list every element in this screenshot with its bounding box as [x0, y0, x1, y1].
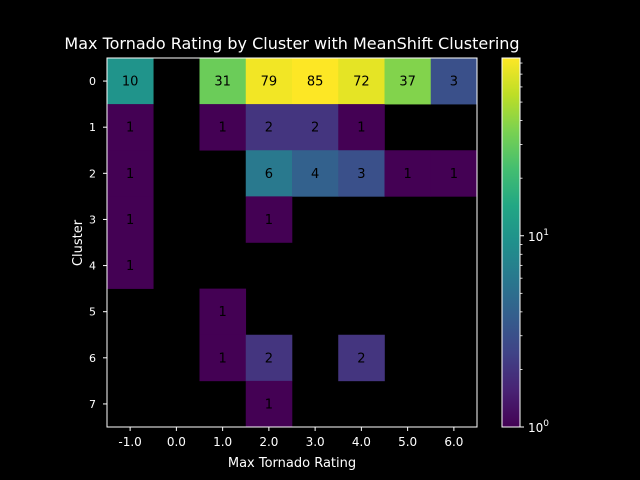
heatmap-cell-label: 2	[357, 351, 365, 366]
heatmap-cell	[245, 104, 293, 151]
heatmap-cell-label: 1	[403, 167, 411, 182]
heatmap-cell	[107, 58, 154, 105]
y-tick-label: 2	[89, 167, 96, 180]
y-tick-label: 7	[89, 398, 96, 411]
x-tick-label: 4.0	[352, 435, 371, 449]
heatmap-cell	[199, 288, 247, 336]
heatmap-cell	[384, 150, 432, 197]
colorbar-tick-label: 100	[528, 419, 549, 435]
heatmap-cell	[430, 150, 478, 197]
heatmap-cell-label: 1	[450, 167, 458, 182]
heatmap-cell-label: 31	[214, 75, 231, 90]
heatmap-cell-label: 2	[265, 351, 273, 366]
heatmap-cell	[107, 104, 154, 151]
heatmap-cell-label: 6	[265, 167, 273, 182]
heatmap-cell-label: 2	[311, 121, 319, 136]
heatmap-cell	[107, 150, 154, 197]
colorbar-ticks: 100 101	[520, 62, 549, 435]
heatmap-cell	[245, 150, 293, 197]
x-axis-label: Max Tornado Rating	[228, 456, 356, 471]
heatmap-cell-label: 10	[122, 75, 139, 90]
y-tick-label: 0	[89, 75, 96, 88]
heatmap-cell	[292, 58, 339, 105]
x-axis-ticks: -1.0 0.0 1.0 2.0 3.0 4.0 5.0 6.0	[118, 427, 463, 449]
heatmap-cell	[338, 150, 385, 197]
y-axis-label: Cluster	[71, 219, 86, 266]
heatmap-cell-label: 2	[265, 121, 273, 136]
heatmap-cell	[338, 58, 385, 105]
colorbar-tick-label: 101	[528, 228, 549, 244]
heatmap-cells	[107, 58, 478, 428]
x-tick-label: -1.0	[118, 435, 141, 449]
heatmap-cell	[107, 196, 154, 243]
heatmap-cell	[245, 380, 293, 428]
plot-frame	[106, 57, 478, 428]
heatmap-cell	[384, 58, 432, 105]
heatmap-cell	[245, 196, 293, 243]
heatmap-cell-label: 79	[261, 75, 278, 90]
heatmap-cell-label: 37	[399, 75, 416, 90]
heatmap-cell	[430, 58, 478, 105]
y-tick-label: 4	[89, 260, 96, 273]
heatmap-cell-label: 1	[265, 397, 273, 412]
heatmap-cell-label: 1	[126, 259, 134, 274]
y-tick-label: 6	[89, 352, 96, 365]
heatmap-cell-label: 85	[307, 75, 324, 90]
heatmap-cell-label: 1	[126, 167, 134, 182]
heatmap-cell-label: 1	[357, 121, 365, 136]
heatmap-cell	[292, 150, 339, 197]
y-axis-ticks: 0 1 2 3 4 5 6 7	[89, 75, 107, 411]
heatmap-cell-label: 1	[126, 121, 134, 136]
heatmap-cell-label: 1	[218, 351, 226, 366]
x-tick-label: 0.0	[167, 435, 186, 449]
heatmap-cell	[199, 104, 247, 151]
heatmap-cell	[292, 104, 339, 151]
x-tick-label: 2.0	[259, 435, 278, 449]
heatmap-cell	[338, 334, 385, 382]
heatmap-cell	[199, 334, 247, 382]
heatmap-cell-label: 3	[450, 75, 458, 90]
y-tick-label: 5	[89, 306, 96, 319]
heatmap-cell	[107, 242, 154, 289]
x-tick-label: 6.0	[444, 435, 463, 449]
x-tick-label: 1.0	[213, 435, 232, 449]
heatmap-cell-label: 1	[126, 213, 134, 228]
heatmap-cell	[245, 334, 293, 382]
heatmap-cell-label: 1	[218, 305, 226, 320]
heatmap-cell	[199, 58, 247, 105]
y-tick-label: 1	[89, 121, 96, 134]
chart-title: Max Tornado Rating by Cluster with MeanS…	[64, 34, 519, 53]
heatmap-cell-label: 3	[357, 167, 365, 182]
x-tick-label: 3.0	[306, 435, 325, 449]
y-tick-label: 3	[89, 213, 96, 226]
heatmap-cell	[338, 104, 385, 151]
heatmap-cell-label: 1	[265, 213, 273, 228]
heatmap-cell-label: 1	[218, 121, 226, 136]
heatmap-cell-label: 4	[311, 167, 319, 182]
heatmap-cell-label: 72	[353, 75, 370, 90]
colorbar-frame	[501, 57, 521, 428]
heatmap-cell	[245, 58, 293, 105]
x-tick-label: 5.0	[398, 435, 417, 449]
colorbar	[502, 58, 520, 427]
